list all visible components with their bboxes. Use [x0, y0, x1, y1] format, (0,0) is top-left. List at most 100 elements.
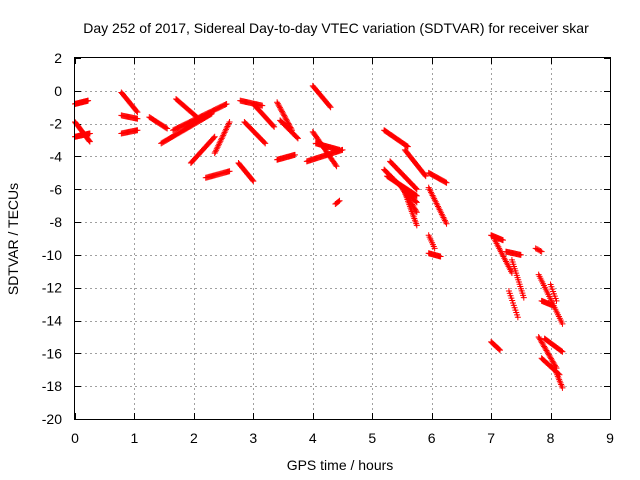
series-arc-d4	[250, 100, 278, 130]
series-arc-h4	[508, 256, 527, 301]
series-arc-g3	[425, 250, 444, 260]
series-arc-f6	[401, 146, 429, 180]
series-arc-d3	[241, 118, 269, 147]
series-arc-d6	[277, 117, 301, 142]
data-point-marker	[497, 347, 504, 354]
data-point-marker	[443, 179, 450, 186]
data-point-marker	[294, 134, 301, 141]
grid-lines	[75, 58, 610, 419]
series-arc-f3	[387, 158, 420, 193]
y-tick-label: -4	[50, 148, 63, 164]
data-point-marker	[223, 124, 230, 131]
x-tick-label: 4	[309, 430, 317, 446]
data-point-marker	[134, 109, 141, 116]
x-tick-label: 5	[368, 430, 376, 446]
y-tick-label: -18	[42, 378, 62, 394]
data-point-marker	[517, 251, 524, 258]
data-point-marker	[559, 348, 566, 355]
series-arc-i2	[535, 271, 566, 327]
data-point-marker	[443, 220, 450, 227]
y-tick-label: -6	[50, 181, 63, 197]
x-tick-label: 3	[249, 430, 257, 446]
data-point-marker	[225, 120, 232, 127]
data-point-marker	[219, 133, 226, 140]
series-arc-e1	[309, 82, 334, 111]
series-arc-h2	[491, 235, 515, 276]
series-arc-d7	[274, 151, 298, 163]
series-arc-c6	[202, 168, 233, 181]
x-tick-label: 7	[487, 430, 495, 446]
data-point-marker	[442, 179, 449, 186]
data-point-marker	[538, 248, 545, 255]
data-point-marker	[520, 294, 527, 301]
series-arc-c2	[158, 110, 215, 147]
y-tick-label: 2	[54, 50, 62, 66]
data-point-marker	[280, 111, 287, 118]
series-arc-c1	[146, 114, 171, 132]
data-point-marker	[220, 132, 227, 139]
data-point-marker	[537, 247, 544, 254]
data-point-marker	[86, 138, 93, 145]
x-tick-label: 9	[606, 430, 614, 446]
data-point-marker	[223, 126, 230, 133]
data-point-marker	[291, 151, 298, 158]
data-point-marker	[335, 198, 342, 205]
data-point-marker	[271, 123, 278, 130]
data-point-marker	[210, 134, 217, 141]
series-arc-e5	[332, 197, 343, 208]
data-point-marker	[216, 139, 223, 146]
y-tick-label: -10	[42, 247, 62, 263]
axis-ticks	[75, 58, 611, 420]
data-point-marker	[218, 135, 225, 142]
data-point-marker	[500, 237, 506, 244]
data-point-marker	[225, 121, 232, 128]
y-tick-label: -16	[42, 345, 62, 361]
data-point-marker	[404, 143, 411, 150]
data-point-marker	[284, 119, 291, 126]
data-point-marker	[163, 124, 170, 131]
x-tick-label: 1	[131, 430, 139, 446]
y-tick-label: 0	[54, 83, 62, 99]
data-point-marker	[413, 222, 420, 229]
data-point-marker	[213, 145, 220, 152]
series-arc-b2	[118, 112, 141, 122]
data-point-marker	[133, 108, 140, 115]
x-tick-label: 0	[71, 430, 79, 446]
data-point-marker	[422, 173, 429, 180]
data-point-marker	[213, 147, 220, 154]
data-point-marker	[223, 100, 230, 107]
data-point-marker	[413, 192, 420, 199]
series-arc-c4	[170, 100, 230, 134]
series-arc-d5	[274, 99, 295, 134]
data-point-marker	[336, 146, 343, 153]
series-arc-i6	[538, 355, 563, 378]
data-point-marker	[284, 117, 291, 124]
data-point-marker	[215, 142, 222, 149]
x-tick-label: 8	[547, 430, 555, 446]
data-point-marker	[496, 346, 503, 353]
data-point-marker	[86, 130, 93, 137]
data-point-marker	[413, 199, 420, 206]
data-point-marker	[86, 137, 93, 144]
series-arc-c5	[187, 133, 218, 167]
data-point-marker	[222, 127, 229, 134]
data-point-marker	[134, 115, 141, 122]
data-point-marker	[211, 150, 218, 157]
data-point-marker	[558, 348, 565, 355]
data-point-marker	[275, 101, 282, 108]
series-arc-f5	[381, 127, 411, 150]
series-arc-i8	[547, 281, 560, 304]
data-point-marker	[279, 109, 286, 116]
data-point-marker	[249, 177, 256, 184]
data-point-marker	[214, 144, 221, 151]
series-arc-c7	[211, 118, 233, 157]
series-arc-d2	[235, 160, 257, 185]
data-point-marker	[326, 103, 333, 110]
data-point-marker	[218, 136, 225, 143]
data-point-marker	[278, 107, 285, 114]
data-point-marker	[559, 320, 566, 327]
x-tick-label: 2	[190, 430, 198, 446]
series-arc-c3	[173, 96, 200, 121]
data-point-marker	[224, 123, 231, 130]
